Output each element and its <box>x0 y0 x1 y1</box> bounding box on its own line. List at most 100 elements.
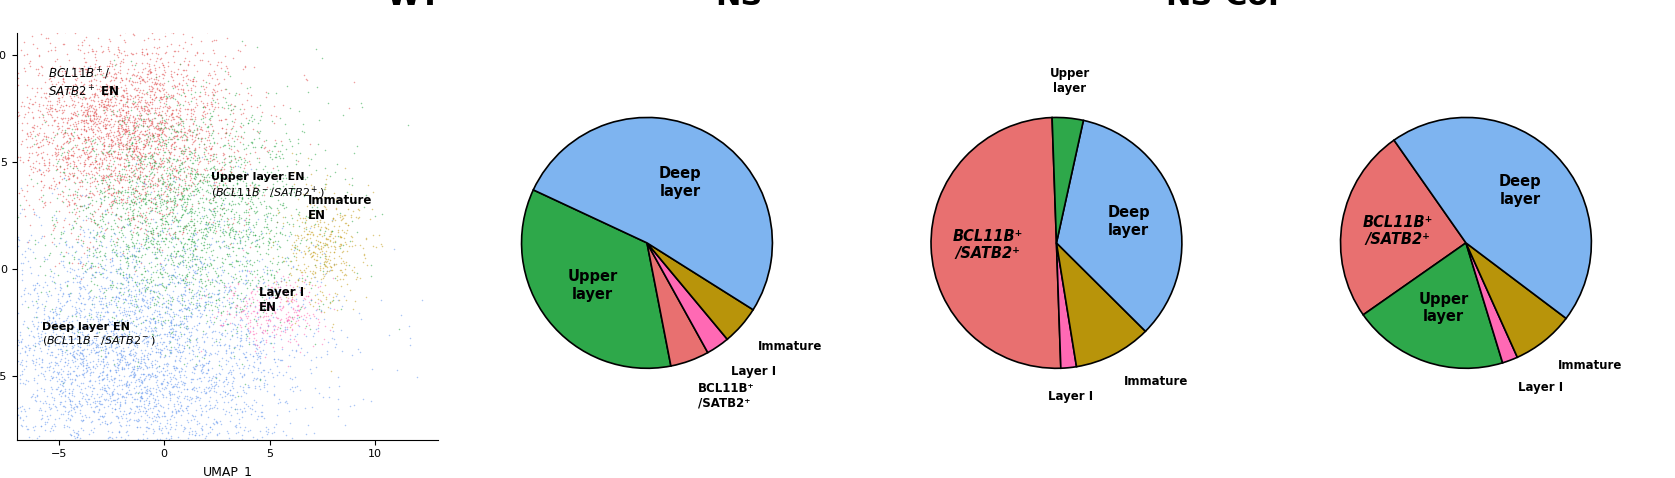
Point <box>181 291 208 298</box>
Point <box>218 260 245 268</box>
Point <box>126 247 152 254</box>
Point <box>191 277 218 284</box>
Point <box>255 246 281 253</box>
Point <box>330 214 357 222</box>
Point <box>67 70 94 77</box>
Point <box>179 363 206 370</box>
Point <box>156 346 183 354</box>
Point <box>191 282 218 290</box>
Point <box>243 375 270 383</box>
Point <box>121 216 147 223</box>
Point <box>176 128 203 135</box>
Point <box>107 421 134 429</box>
Point <box>131 181 157 188</box>
Point <box>278 296 305 304</box>
Point <box>95 338 122 346</box>
Point <box>154 428 181 436</box>
Point <box>92 120 119 128</box>
Point <box>278 298 305 306</box>
Point <box>72 364 99 372</box>
Point <box>70 313 97 320</box>
Point <box>204 87 231 95</box>
Point <box>80 394 107 402</box>
Point <box>5 404 32 412</box>
Point <box>100 219 127 227</box>
Point <box>162 112 189 120</box>
Point <box>109 414 136 422</box>
Point <box>176 147 203 154</box>
Point <box>10 259 37 267</box>
Point <box>250 174 276 182</box>
Point <box>94 334 121 342</box>
Point <box>122 342 149 350</box>
Point <box>97 141 124 149</box>
Point <box>69 356 95 363</box>
Point <box>296 321 323 328</box>
Point <box>72 135 99 142</box>
Point <box>109 187 136 195</box>
Point <box>134 460 161 467</box>
Point <box>151 90 178 98</box>
Point <box>121 71 147 78</box>
Point <box>266 399 293 406</box>
Point <box>75 123 102 131</box>
Point <box>39 139 65 146</box>
Point <box>90 355 117 363</box>
Point <box>166 101 193 109</box>
Point <box>162 173 189 181</box>
Point <box>196 387 223 394</box>
Point <box>258 302 285 310</box>
Point <box>52 154 79 162</box>
Point <box>111 281 137 288</box>
Point <box>77 315 104 323</box>
Point <box>196 218 223 226</box>
Point <box>117 235 144 242</box>
Point <box>111 86 137 94</box>
Point <box>106 106 132 113</box>
Point <box>47 299 74 307</box>
Point <box>25 51 52 59</box>
Point <box>94 358 121 366</box>
Point <box>97 419 124 427</box>
Point <box>65 265 92 272</box>
Point <box>139 234 166 241</box>
Point <box>97 120 124 128</box>
Point <box>308 306 335 314</box>
Point <box>69 323 95 331</box>
Point <box>173 222 199 230</box>
Point <box>70 232 97 240</box>
Point <box>141 394 168 402</box>
Point <box>2 282 28 290</box>
Point <box>151 371 178 379</box>
Point <box>99 277 126 285</box>
Point <box>111 400 137 407</box>
Point <box>261 170 288 178</box>
Point <box>142 447 169 455</box>
Point <box>179 77 206 85</box>
Point <box>122 278 149 286</box>
Point <box>80 281 107 288</box>
Point <box>94 329 121 337</box>
Point <box>293 76 320 84</box>
Point <box>325 396 352 403</box>
Point <box>23 148 50 155</box>
Point <box>104 153 131 161</box>
Point <box>295 213 322 221</box>
Point <box>157 256 184 264</box>
Point <box>189 265 216 273</box>
Point <box>278 383 305 391</box>
Point <box>122 313 149 321</box>
Point <box>70 206 97 214</box>
Point <box>144 312 171 320</box>
Point <box>253 136 280 144</box>
Point <box>186 361 213 369</box>
Point <box>194 228 221 236</box>
Point <box>97 126 124 133</box>
Point <box>97 98 124 106</box>
Point <box>54 312 80 319</box>
Point <box>136 404 162 412</box>
Point <box>169 159 196 167</box>
Point <box>102 413 129 420</box>
Point <box>213 133 240 141</box>
Point <box>109 251 136 259</box>
